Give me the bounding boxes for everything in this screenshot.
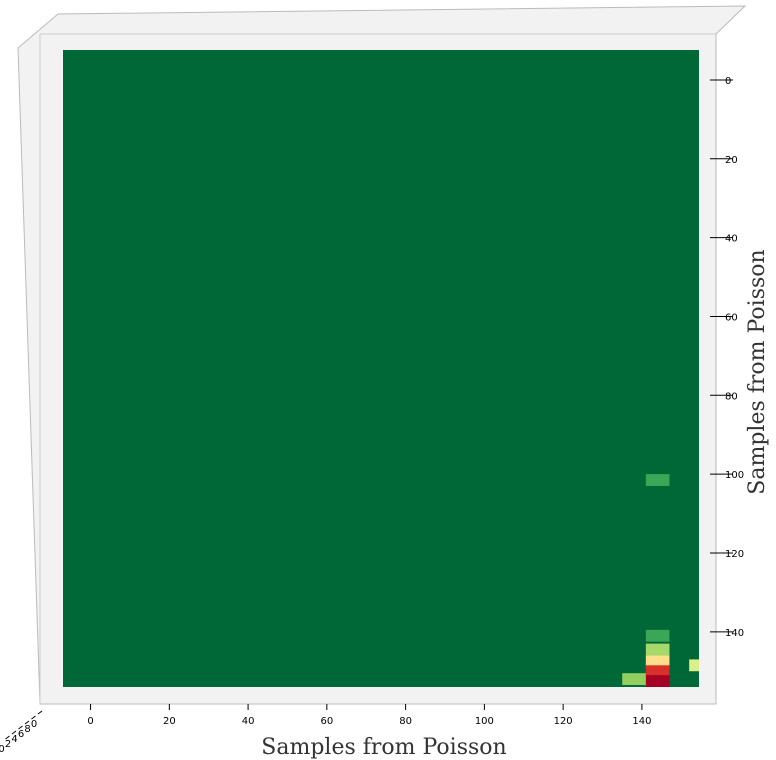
- z-tick-label: 6: [18, 729, 24, 740]
- x-tick-label: 0: [87, 716, 93, 727]
- x-tick-label: 20: [163, 716, 176, 727]
- y-tick-label: 0: [725, 76, 731, 87]
- y-axis-label: Samples from Poisson: [745, 249, 770, 494]
- z-tick: [18, 725, 23, 730]
- y-tick-label: 120: [725, 549, 744, 560]
- z-tick: [31, 715, 36, 720]
- surface-cell: [645, 474, 670, 486]
- surface-cell: [689, 659, 699, 672]
- z-tick: [24, 720, 30, 725]
- z-tick-label: 4: [11, 734, 17, 745]
- y-tick-label: 80: [725, 391, 738, 402]
- z-tick-label: 0: [31, 719, 37, 730]
- z-tick: [11, 730, 17, 735]
- x-tick-label: 40: [242, 716, 255, 727]
- x-tick-label: 140: [632, 716, 651, 727]
- surface-cell: [645, 629, 670, 642]
- z-tick: [37, 710, 43, 715]
- y-tick-label: 100: [725, 470, 744, 481]
- y-tick-label: 40: [725, 234, 738, 245]
- z-tick-label: 2: [5, 739, 11, 750]
- x-axis-label: Samples from Poisson: [261, 735, 506, 760]
- z-tick: [5, 735, 10, 740]
- y-tick-label: 20: [725, 155, 738, 166]
- surface-cell: [645, 643, 670, 656]
- y-tick-label: 140: [725, 628, 744, 639]
- x-tick-label: 60: [320, 716, 333, 727]
- surface-cell: [645, 665, 670, 678]
- x-tick-label: 80: [399, 716, 412, 727]
- z-tick-label: 0: [0, 744, 5, 755]
- surface-cell: [622, 673, 646, 686]
- x-tick-label: 100: [475, 716, 494, 727]
- surface: [63, 50, 699, 687]
- surface-cell: [645, 675, 670, 687]
- surface-cell: [645, 655, 670, 668]
- z-tick-label: 8: [24, 724, 30, 735]
- x-tick-label: 120: [554, 716, 573, 727]
- y-tick-label: 60: [725, 312, 738, 323]
